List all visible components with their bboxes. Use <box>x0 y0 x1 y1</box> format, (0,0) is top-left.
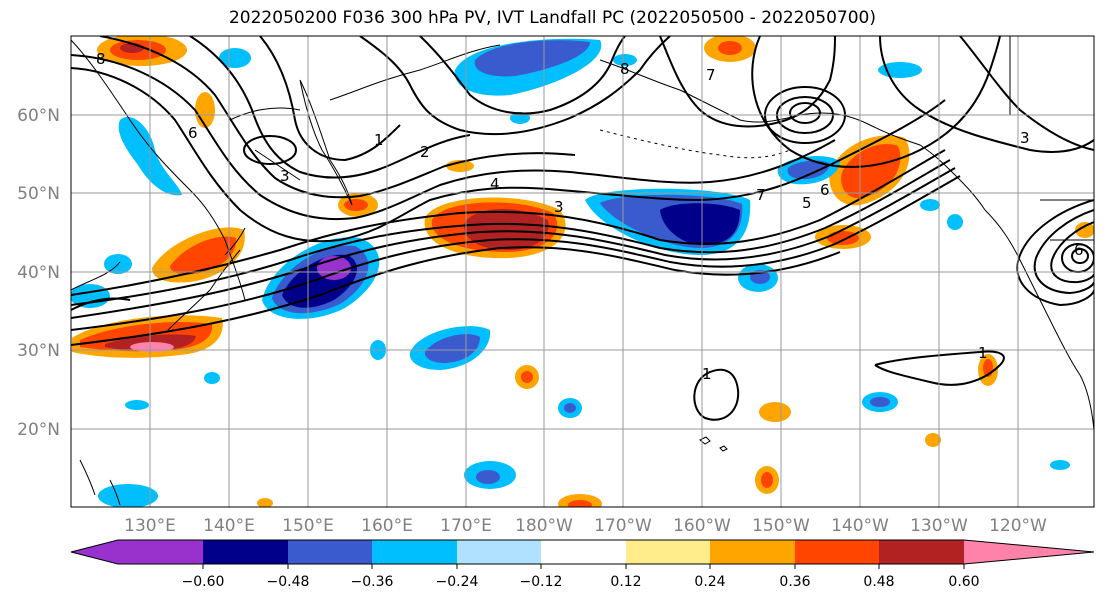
lat-tick-label: 20°N <box>17 420 60 440</box>
colorbar-tick-label: −0.60 <box>182 574 225 590</box>
colorbar-tick-label: 0.60 <box>948 574 979 590</box>
colorbar-segment <box>288 540 372 564</box>
contour-label: 4 <box>490 175 500 193</box>
colorbar-segment <box>626 540 710 564</box>
colorbar-segment <box>372 540 457 564</box>
lon-tick-label: 140°W <box>831 516 889 536</box>
contour-labels: 8 8 7 6 1 2 3 4 3 7 6 5 3 6 1 1 <box>96 50 1084 383</box>
colorbar-tick-label: −0.12 <box>520 574 563 590</box>
colorbar-extend-low <box>71 540 118 564</box>
lon-tick-label: 160°W <box>673 516 731 536</box>
map-title: 2022050200 F036 300 hPa PV, IVT Landfall… <box>228 8 876 28</box>
colorbar-tick-label: 0.48 <box>863 574 894 590</box>
contour-label: 8 <box>620 60 630 78</box>
lat-axis: 60°N 50°N 40°N 30°N 20°N <box>17 106 60 440</box>
contour-label: 1 <box>374 131 384 149</box>
lat-tick-label: 50°N <box>17 184 60 204</box>
colorbar-extend-high <box>964 540 1094 564</box>
colorbar-tick-label: 0.24 <box>694 574 725 590</box>
colorbar-tick-label: 0.12 <box>610 574 641 590</box>
colorbar-tick-label: −0.48 <box>267 574 310 590</box>
contour-label: 3 <box>554 198 564 216</box>
gridlines <box>71 36 1094 507</box>
contour-label: 3 <box>280 167 290 185</box>
lon-tick-label: 140°E <box>203 516 255 536</box>
contour-label: 8 <box>96 50 106 68</box>
contour-label: 2 <box>420 143 430 161</box>
colorbar-segment <box>710 540 795 564</box>
lon-tick-label: 120°W <box>989 516 1047 536</box>
colorbar: −0.60 −0.48 −0.36 −0.24 −0.12 0.12 0.24 … <box>70 539 1095 590</box>
colorbar-tick-label: −0.36 <box>351 574 394 590</box>
contour-label: 5 <box>802 194 812 212</box>
colorbar-segment <box>118 540 203 564</box>
lon-tick-label: 150°W <box>752 516 810 536</box>
contour-label: 7 <box>706 66 716 84</box>
lon-tick-label: 170°W <box>594 516 652 536</box>
contour-label: 6 <box>1074 241 1084 259</box>
lon-tick-label: 170°E <box>440 516 492 536</box>
contour-label: 6 <box>188 124 198 142</box>
lon-axis: 130°E 140°E 150°E 160°E 170°E 180°W 170°… <box>124 516 1047 536</box>
contour-label: 7 <box>756 186 766 204</box>
colorbar-segment <box>879 540 964 564</box>
lat-tick-label: 60°N <box>17 106 60 126</box>
colorbar-segment <box>203 540 288 564</box>
colorbar-segment <box>795 540 879 564</box>
colorbar-tick-label: −0.24 <box>436 574 479 590</box>
lat-tick-label: 30°N <box>17 341 60 361</box>
contour-label: 1 <box>702 365 712 383</box>
colorbar-outline <box>70 539 1095 565</box>
colorbar-segment <box>457 540 541 564</box>
contour-label: 1 <box>978 344 988 362</box>
lon-tick-label: 150°E <box>282 516 334 536</box>
lon-tick-label: 130°E <box>124 516 176 536</box>
colorbar-segment <box>541 540 626 564</box>
contour-label: 6 <box>820 181 830 199</box>
lon-tick-label: 180°W <box>515 516 573 536</box>
lon-tick-label: 130°W <box>910 516 968 536</box>
map-frame <box>70 35 1095 508</box>
lon-tick-label: 160°E <box>361 516 413 536</box>
contour-label: 3 <box>1020 129 1030 147</box>
colorbar-tick-label: 0.36 <box>779 574 810 590</box>
coastlines <box>71 36 1094 506</box>
lat-tick-label: 40°N <box>17 263 60 283</box>
